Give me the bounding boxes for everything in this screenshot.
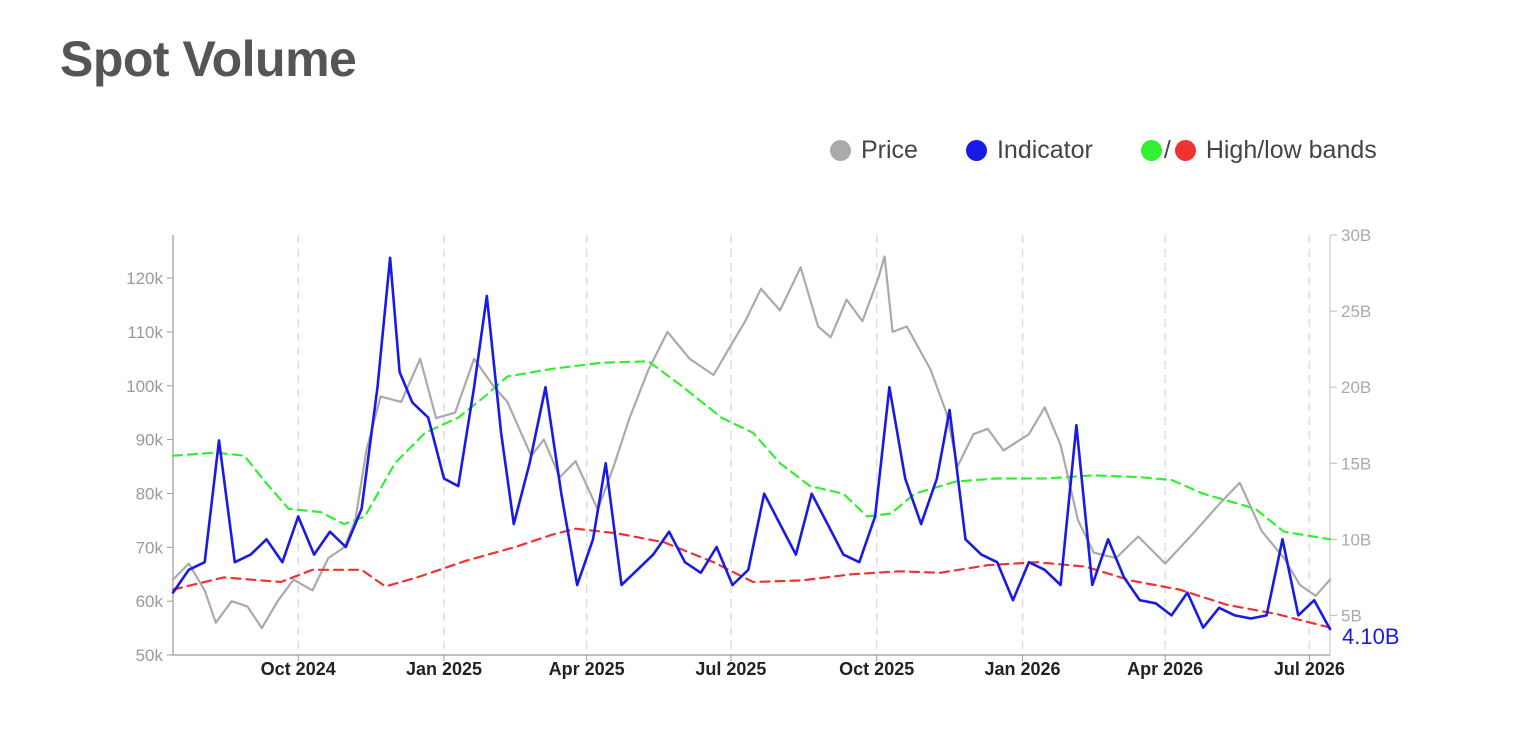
legend-label-indicator: Indicator	[996, 136, 1093, 164]
left-tick-label-4: 90k	[136, 431, 164, 450]
left-tick-label-3: 80k	[136, 484, 164, 503]
left-tick-label-2: 70k	[136, 538, 164, 557]
low-band-line	[171, 527, 1332, 629]
legend-slash: /	[1163, 136, 1171, 164]
legend-item-indicator[interactable]: Indicator	[965, 136, 1093, 165]
price-line	[171, 255, 1332, 630]
right-tick-label-4: 25B	[1341, 302, 1371, 321]
legend-dot-indicator	[965, 140, 987, 161]
left-tick-label-6: 110k	[127, 323, 163, 342]
axes	[167, 234, 1337, 661]
legend-dot-high-band	[1140, 140, 1162, 161]
left-tick-label-5: 100k	[126, 377, 163, 396]
page-title: Spot Volume	[60, 31, 357, 87]
x-tick-label-4: Oct 2025	[839, 659, 914, 679]
series-lines	[171, 255, 1332, 631]
right-tick-label-0: 5B	[1341, 606, 1362, 625]
x-tick-label-6: Apr 2026	[1127, 659, 1203, 679]
left-tick-label-1: 60k	[136, 592, 164, 611]
legend-item-price[interactable]: Price	[830, 136, 918, 165]
indicator-line	[171, 256, 1332, 631]
legend-dot-price	[830, 140, 851, 161]
legend-dot-low-band	[1174, 140, 1196, 161]
left-tick-label-0: 50k	[136, 646, 164, 665]
x-tick-label-3: Jul 2025	[695, 659, 766, 679]
legend-label-bands: High/low bands	[1205, 136, 1377, 164]
x-tick-label-5: Jan 2026	[984, 659, 1060, 679]
right-tick-label-5: 30B	[1341, 226, 1371, 245]
x-tick-label-0: Oct 2024	[261, 659, 336, 679]
x-tick-label-7: Jul 2026	[1274, 659, 1345, 679]
left-tick-label-7: 120k	[126, 269, 163, 288]
right-tick-label-3: 20B	[1341, 378, 1371, 397]
x-tick-label-2: Apr 2025	[549, 659, 625, 679]
last-value-label: 4.10B	[1342, 624, 1400, 649]
legend-label-price: Price	[861, 136, 918, 164]
high-band-line	[171, 360, 1332, 541]
right-tick-label-1: 10B	[1341, 530, 1371, 549]
right-tick-label-2: 15B	[1341, 454, 1371, 473]
chart-legend: Price Indicator / High/low bands	[830, 136, 1377, 165]
vertical-grid	[297, 235, 1311, 655]
x-tick-label-1: Jan 2025	[406, 659, 482, 679]
tick-labels: Oct 2024 Jan 2025 Apr 2025 Jul 2025 Oct 2025…	[126, 226, 1399, 679]
legend-item-bands[interactable]: / High/low bands	[1140, 136, 1377, 165]
